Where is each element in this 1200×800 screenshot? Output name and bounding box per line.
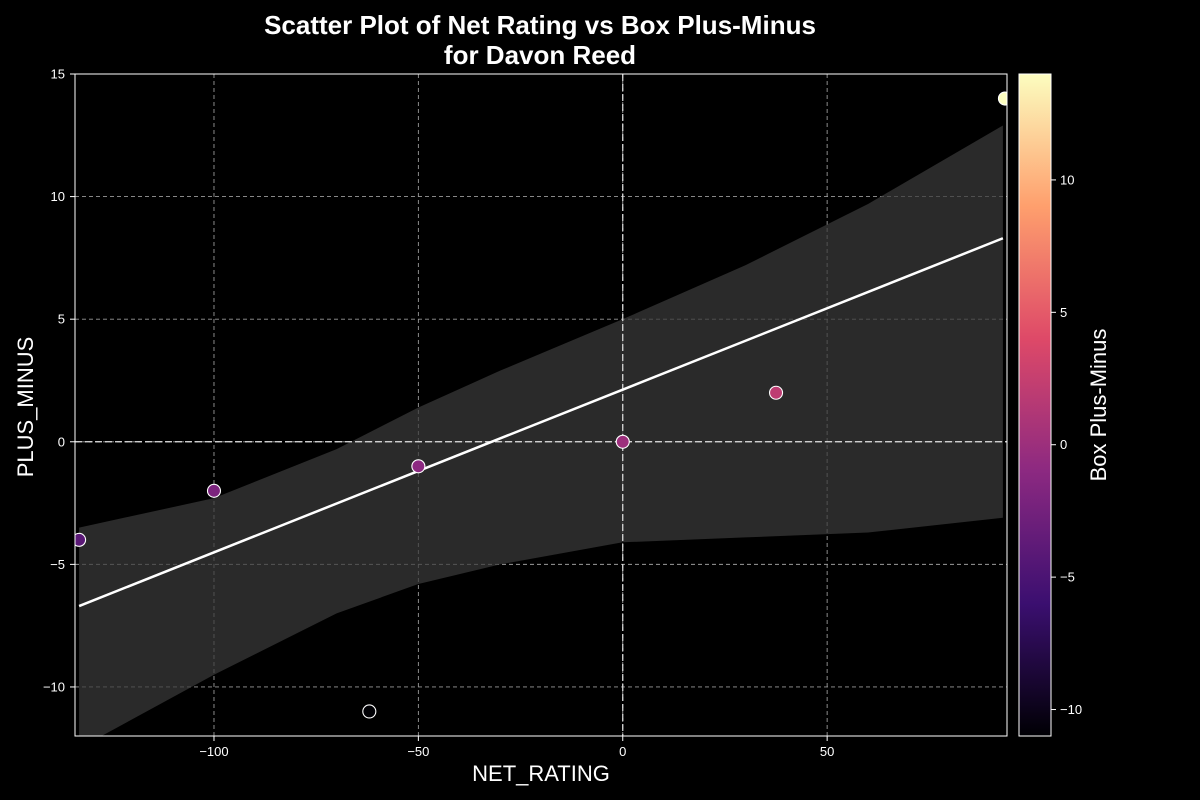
colorbar-label: Box Plus-Minus [1086, 329, 1111, 482]
data-point [362, 704, 377, 719]
colorbar-tick-label: −5 [1060, 570, 1075, 585]
y-axis-label: PLUS_MINUS [13, 337, 38, 478]
data-point [206, 483, 222, 498]
regression-line [78, 237, 1004, 608]
chart-title-line-2: for Davon Reed [444, 40, 636, 70]
x-tick-label: 50 [820, 744, 834, 759]
data-point [768, 385, 784, 400]
colorbar: −10 −5 0 5 10 [1018, 73, 1082, 737]
colorbar-tick-label: −10 [1060, 702, 1082, 717]
y-tick-label: 5 [58, 312, 65, 327]
y-tick-label: −10 [43, 679, 65, 694]
x-axis-label: NET_RATING [472, 761, 610, 786]
data-point [615, 434, 630, 449]
y-tick-label: −5 [50, 557, 65, 572]
confidence-band [79, 125, 1003, 736]
colorbar-gradient [1018, 73, 1052, 737]
y-tick-label: 10 [51, 189, 65, 204]
data-point [75, 532, 87, 547]
plot-frame [74, 73, 1008, 737]
data-point [997, 91, 1007, 106]
y-tick-label: 15 [51, 67, 65, 82]
x-tick-label: −50 [407, 744, 429, 759]
colorbar-tick-label: 0 [1060, 437, 1067, 452]
colorbar-tick-label: 10 [1060, 172, 1074, 187]
y-tick-label: 0 [58, 434, 65, 449]
x-tick-label: −100 [199, 744, 228, 759]
data-point [411, 459, 426, 474]
colorbar-tick-label: 5 [1060, 305, 1067, 320]
x-tick-label: 0 [619, 744, 626, 759]
chart-title-line-1: Scatter Plot of Net Rating vs Box Plus-M… [264, 10, 816, 40]
